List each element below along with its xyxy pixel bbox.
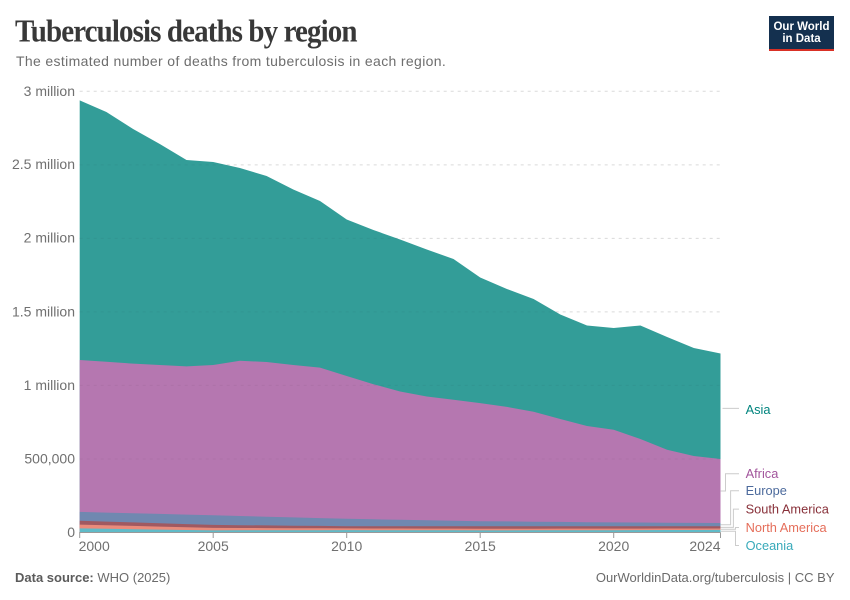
svg-text:500,000: 500,000 bbox=[24, 451, 75, 467]
svg-text:Europe: Europe bbox=[746, 483, 787, 498]
svg-text:1.5 million: 1.5 million bbox=[12, 304, 75, 320]
svg-text:North America: North America bbox=[746, 520, 828, 535]
svg-text:2005: 2005 bbox=[198, 538, 229, 554]
svg-text:2000: 2000 bbox=[79, 538, 110, 554]
svg-text:2015: 2015 bbox=[465, 538, 496, 554]
svg-text:0: 0 bbox=[67, 524, 75, 540]
svg-text:2020: 2020 bbox=[598, 538, 629, 554]
svg-text:South America: South America bbox=[746, 502, 830, 517]
svg-text:2010: 2010 bbox=[331, 538, 362, 554]
svg-text:2 million: 2 million bbox=[24, 230, 75, 246]
svg-text:2024: 2024 bbox=[689, 538, 720, 554]
svg-text:Africa: Africa bbox=[746, 466, 780, 481]
svg-text:Oceania: Oceania bbox=[746, 538, 795, 553]
svg-text:1 million: 1 million bbox=[24, 377, 75, 393]
svg-text:2.5 million: 2.5 million bbox=[12, 156, 75, 172]
svg-text:Asia: Asia bbox=[746, 402, 772, 417]
svg-text:3 million: 3 million bbox=[24, 83, 75, 99]
